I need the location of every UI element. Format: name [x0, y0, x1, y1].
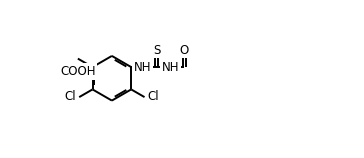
Text: Cl: Cl [64, 90, 76, 103]
Text: COOH: COOH [60, 65, 96, 78]
Text: NH: NH [134, 61, 151, 74]
Text: Cl: Cl [148, 90, 159, 103]
Text: NH: NH [162, 61, 179, 74]
Text: S: S [153, 44, 160, 57]
Text: O: O [180, 44, 189, 57]
